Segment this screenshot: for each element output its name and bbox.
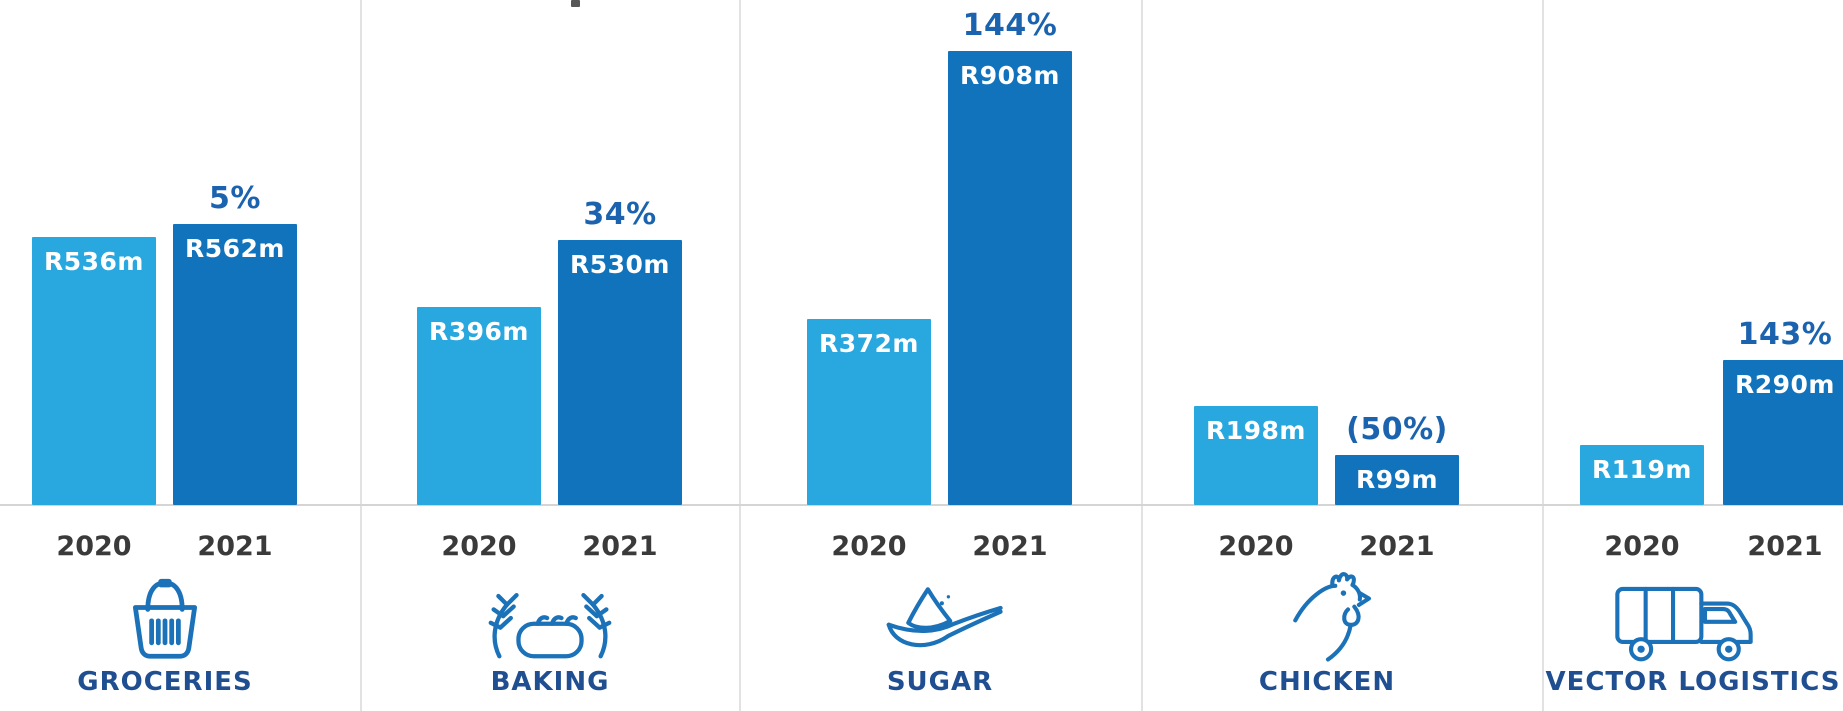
year-tick-2020: 2020: [441, 531, 517, 562]
change-label: 144%: [962, 7, 1058, 43]
year-tick-2020: 2020: [1604, 531, 1680, 562]
bar-groceries-2021: R562m: [173, 224, 297, 505]
sugar-spoon-icon: [870, 580, 1010, 666]
change-label: 143%: [1737, 316, 1833, 352]
bar-baking-2021: R530m: [558, 240, 682, 505]
bar-value-label: R198m: [1206, 416, 1306, 445]
category-label: CHICKEN: [1258, 667, 1396, 697]
year-tick-2021: 2021: [1359, 531, 1435, 562]
year-tick-2020: 2020: [831, 531, 907, 562]
change-label: 34%: [583, 196, 657, 232]
bar-value-label: R908m: [960, 61, 1060, 90]
year-tick-2020: 2020: [56, 531, 132, 562]
category-label: GROCERIES: [77, 667, 253, 697]
bar-sugar-2021: R908m: [948, 51, 1072, 505]
year-tick-2021: 2021: [582, 531, 658, 562]
year-tick-2021: 2021: [972, 531, 1048, 562]
bar-value-label: R562m: [185, 234, 285, 263]
bar-groceries-2020: R536m: [32, 237, 156, 505]
panel-divider: [1542, 0, 1544, 711]
bar-sugar-2020: R372m: [807, 319, 931, 505]
cropped-character-fragment: [571, 0, 580, 7]
bar-chicken-2021: R99m: [1335, 455, 1459, 505]
year-tick-2021: 2021: [1747, 531, 1823, 562]
bar-vector-2020: R119m: [1580, 445, 1704, 505]
bar-value-label: R396m: [429, 317, 529, 346]
bar-value-label: R530m: [570, 250, 670, 279]
panel-groceries: R536m R562m 5% 2020 2021 GROCERIES: [0, 0, 361, 711]
x-axis-baseline: [0, 504, 1843, 506]
panel-divider: [739, 0, 741, 711]
wheat-bread-icon: [478, 576, 622, 666]
bar-baking-2020: R396m: [417, 307, 541, 505]
year-tick-2020: 2020: [1218, 531, 1294, 562]
bar-value-label: R536m: [44, 247, 144, 276]
panel-sugar: R372m R908m 144% 2020 2021 SUGAR: [740, 0, 1142, 711]
category-label: SUGAR: [886, 667, 994, 697]
rooster-icon: [1282, 564, 1374, 668]
year-tick-2021: 2021: [197, 531, 273, 562]
change-label: 5%: [209, 180, 261, 216]
bar-value-label: R119m: [1592, 455, 1692, 484]
basket-icon: [122, 574, 208, 666]
bar-value-label: R290m: [1735, 370, 1835, 399]
panel-baking: R396m R530m 34% 2020 2021 BAKIN: [361, 0, 740, 711]
delivery-truck-icon: [1601, 578, 1767, 666]
category-label: VECTOR LOGISTICS: [1545, 667, 1841, 697]
bar-vector-2021: R290m: [1723, 360, 1843, 505]
bar-value-label: R372m: [819, 329, 919, 358]
panel-chicken: R198m R99m (50%) 2020 2021 CHICKEN: [1142, 0, 1543, 711]
change-label: (50%): [1346, 411, 1448, 447]
bar-chicken-2020: R198m: [1194, 406, 1318, 505]
bar-value-label: R99m: [1355, 465, 1439, 494]
panel-divider: [1141, 0, 1143, 711]
panel-divider: [360, 0, 362, 711]
panel-vector-logistics: R119m R290m 143% 2020 2021 VECTOR LOGIST…: [1543, 0, 1843, 711]
category-label: BAKING: [490, 667, 610, 697]
